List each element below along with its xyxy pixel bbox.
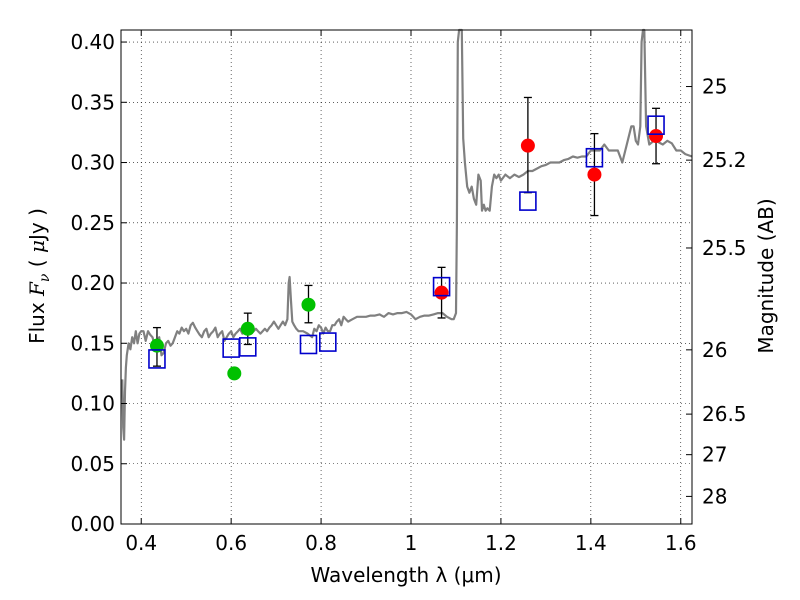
plot-frame	[120, 29, 693, 525]
y-axis-title-symbol: F	[25, 281, 49, 297]
grid-lines	[121, 30, 692, 525]
y2-tick-label: 26.5	[702, 402, 747, 426]
data-point	[240, 321, 255, 336]
y2-axis-ticks: 25 25.2 25.5 26 26.5 27 28	[686, 75, 747, 508]
x-tick-label: 0.6	[215, 531, 247, 555]
y2-tick-label: 25.5	[702, 236, 747, 260]
y2-tick-label: 27	[702, 443, 727, 467]
model-square	[299, 334, 318, 355]
spectrum-line	[121, 28, 693, 441]
x-axis-ticks: 0.4 0.6 0.8 1 1.2 1.4 1.6	[125, 30, 697, 555]
y-axis-title-unit: Jy )	[25, 208, 49, 242]
model-square	[238, 337, 257, 357]
x-tick-label: 1.2	[485, 531, 517, 555]
y2-tick-label: 25.2	[702, 148, 747, 172]
y2-tick-label: 25	[702, 75, 727, 99]
y-tick-label: 0.30	[70, 151, 115, 175]
data-point	[227, 366, 242, 381]
y-tick-label: 0.25	[70, 211, 115, 235]
y-axis-title-open: (	[25, 253, 49, 274]
x-tick-label: 1.4	[575, 531, 607, 555]
y-tick-label: 0.05	[70, 452, 115, 476]
x-tick-label: 0.4	[125, 531, 157, 555]
y-tick-label: 0.40	[70, 30, 115, 54]
data-point	[520, 138, 535, 153]
model-square	[585, 147, 604, 168]
x-tick-label: 1	[405, 531, 418, 555]
y-tick-label: 0.20	[70, 271, 115, 295]
y-axis-title-mu: μ	[25, 240, 49, 253]
x-tick-label: 0.8	[305, 531, 337, 555]
y2-tick-label: 26	[702, 338, 727, 362]
error-bars	[152, 96, 661, 367]
model-spectrum	[121, 28, 693, 441]
y-tick-label: 0.00	[70, 512, 115, 536]
model-square	[647, 115, 665, 135]
y2-axis-title: Magnitude (AB)	[754, 198, 778, 353]
y-axis-title-prefix: Flux	[25, 296, 49, 344]
x-tick-label: 1.6	[665, 531, 697, 555]
data-point	[301, 297, 316, 312]
y-axis-ticks: 0.00 0.05 0.10 0.15 0.20 0.25 0.30 0.35 0.40	[70, 30, 127, 536]
y2-tick-label: 28	[702, 484, 727, 508]
model-square	[319, 332, 337, 352]
model-square	[519, 191, 537, 211]
y-tick-label: 0.10	[70, 392, 115, 416]
data-point	[434, 285, 449, 300]
y-tick-label: 0.35	[70, 90, 115, 114]
data-point	[649, 129, 664, 144]
y-axis-title-subscript: ν	[37, 273, 53, 282]
y-tick-label: 0.15	[70, 331, 115, 355]
model-square	[148, 349, 166, 369]
data-markers	[148, 115, 665, 381]
data-point	[587, 167, 602, 182]
x-axis-title: Wavelength λ (μm)	[310, 563, 501, 587]
model-square	[432, 276, 451, 297]
y-axis-title: Flux Fν ( μJy )	[25, 208, 53, 344]
